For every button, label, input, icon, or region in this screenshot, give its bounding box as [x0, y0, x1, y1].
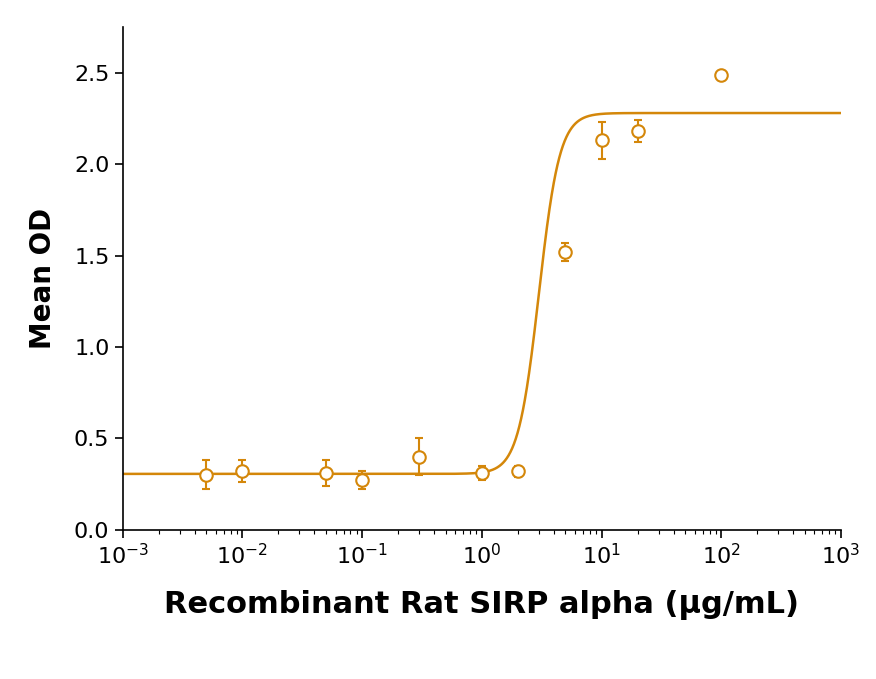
Y-axis label: Mean OD: Mean OD: [29, 208, 57, 349]
X-axis label: Recombinant Rat SIRP alpha (μg/mL): Recombinant Rat SIRP alpha (μg/mL): [165, 590, 799, 620]
